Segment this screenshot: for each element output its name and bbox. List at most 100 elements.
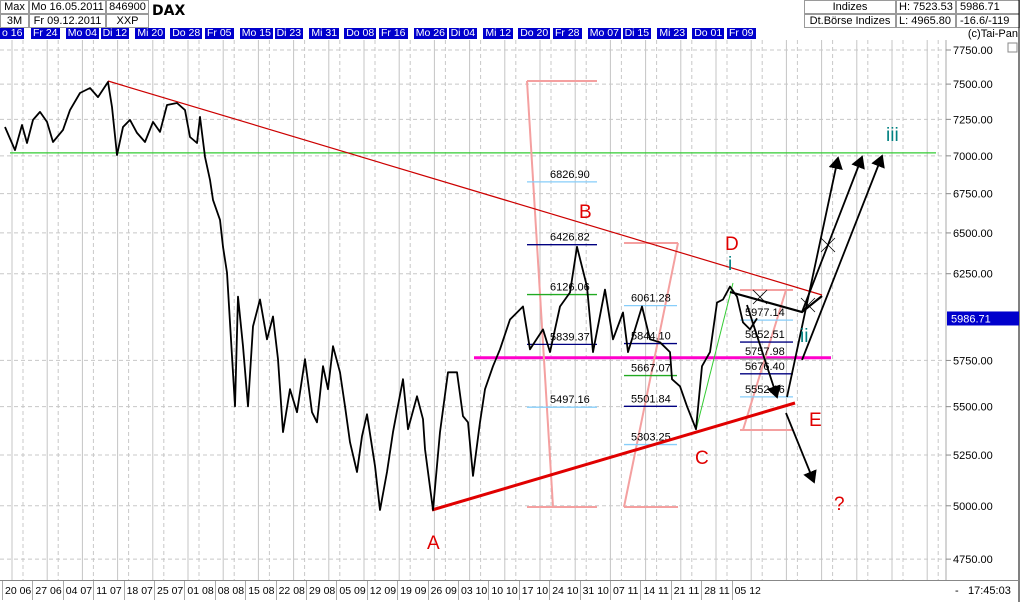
- axis-separator: [93, 581, 95, 600]
- top-date-label: Fr 05: [205, 27, 234, 39]
- top-date-label: Di 15: [622, 27, 652, 39]
- y-tick-label: 5500.00: [953, 402, 993, 414]
- top-date-label: Di 04: [448, 27, 478, 39]
- y-tick-label: 7500.00: [953, 79, 993, 91]
- fib-level-label: 5667.07: [631, 363, 671, 375]
- axis-separator: [275, 581, 277, 600]
- projection-arrow: [786, 156, 843, 398]
- y-tick-label: 5000.00: [953, 501, 993, 513]
- bottom-date-label: 28 11: [704, 585, 730, 597]
- current-price-label: 5986.71: [951, 313, 991, 325]
- bottom-date-label: 24 10: [552, 585, 579, 597]
- fib-level-label: 5501.84: [631, 393, 671, 405]
- axis-separator: [336, 581, 338, 600]
- top-date-label: Fr 09: [727, 27, 756, 39]
- category: Indizes: [804, 0, 896, 14]
- y-tick-label: 7750.00: [953, 45, 993, 57]
- axis-separator: [458, 581, 459, 600]
- fib-level-label: 5676.40: [745, 361, 785, 373]
- price-line: [4, 81, 758, 511]
- chart-title: DAX: [152, 3, 186, 19]
- exchange: XXP: [106, 14, 149, 28]
- bottom-date-label: 27 06: [35, 585, 62, 597]
- bottom-date-label: 03 10: [461, 585, 488, 597]
- bottom-date-label: 31 10: [582, 585, 609, 597]
- collapse-icon: [1007, 42, 1018, 53]
- fib-level-label: 5844.10: [631, 331, 671, 343]
- axis-separator: [549, 581, 551, 600]
- uptrend-line: [431, 401, 796, 512]
- axis-separator: [640, 581, 642, 600]
- top-date-label: Fr 24: [31, 27, 60, 39]
- bottom-date-label: 14 11: [643, 585, 669, 597]
- axis-separator: [123, 581, 125, 600]
- top-date-label: o 16: [0, 27, 25, 39]
- wkn: 846900: [106, 0, 149, 14]
- range-label[interactable]: Max: [0, 0, 29, 14]
- wave-label-B: B: [579, 202, 592, 223]
- period-label[interactable]: 3M: [0, 14, 29, 28]
- bottom-date-label: 05 12: [734, 585, 761, 597]
- bottom-date-label: 05 09: [339, 585, 366, 597]
- top-date-label: Do 08: [344, 27, 377, 39]
- axis-separator: [610, 581, 611, 600]
- axis-separator: [488, 581, 490, 600]
- axis-separator: [731, 581, 733, 600]
- footer-dash: -: [955, 585, 959, 597]
- fib-level-label: 5303.25: [631, 432, 671, 444]
- y-tick-label: 6500.00: [953, 228, 993, 240]
- projection-arrow: [785, 412, 817, 484]
- projection-arrow: [801, 155, 865, 313]
- fib-level-label: 6426.82: [550, 232, 590, 244]
- axis-separator: [306, 581, 307, 600]
- axis-separator: [579, 581, 581, 600]
- bottom-date-label: 22 08: [278, 585, 305, 597]
- bottom-date-label: 20 06: [5, 585, 32, 597]
- projection-arrow: [801, 154, 885, 361]
- bottom-date-label: 12 09: [369, 585, 397, 597]
- top-date-label: Mo 15: [239, 27, 273, 39]
- axis-separator: [518, 581, 520, 600]
- change-value: -16.6/-119: [956, 14, 1020, 28]
- top-date-label: Fr 16: [379, 27, 408, 39]
- y-tick-label: 6750.00: [953, 189, 993, 201]
- wave-label-ii: ii: [800, 326, 808, 347]
- downtrend-line: [107, 80, 823, 296]
- top-date-label: Mi 12: [483, 27, 514, 39]
- source: Dt.Börse Indizes: [804, 14, 896, 28]
- wave-i-line: [695, 282, 734, 431]
- axis-separator: [32, 581, 34, 600]
- bottom-date-label: 18 07: [126, 585, 153, 597]
- cross-mark-icon: [752, 289, 768, 305]
- copyright: (c)Tai-Pan: [967, 28, 1018, 40]
- bottom-date-label: 25 07: [157, 585, 184, 597]
- axis-separator: [427, 581, 429, 600]
- wave-label-C: C: [695, 448, 709, 469]
- axis-separator: [62, 581, 64, 600]
- y-tick-label: 6250.00: [953, 269, 993, 281]
- fib-level-label: 5839.37: [550, 331, 590, 343]
- top-date-label: Mo 07: [587, 27, 621, 39]
- start-date: Mo 16.05.2011: [29, 0, 106, 14]
- bottom-date-label: 01 08: [187, 585, 214, 597]
- bottom-date-label: 29 08: [309, 585, 336, 597]
- bottom-date-label: 04 07: [65, 585, 93, 597]
- fib-level-label: 6826.90: [550, 169, 590, 181]
- top-date-label: Do 28: [170, 27, 203, 39]
- wave-label-question: ?: [834, 494, 845, 515]
- bottom-date-label: 21 11: [673, 585, 700, 597]
- y-tick-label: 5250.00: [953, 450, 993, 462]
- low-value: L: 4965.80: [896, 14, 956, 28]
- top-date-label: Do 01: [692, 27, 725, 39]
- fib-level-label: 5852.51: [745, 329, 785, 341]
- wave-label-A: A: [427, 533, 440, 554]
- axis-separator: [670, 581, 672, 600]
- fib-level-label: 6061.28: [631, 293, 671, 305]
- axis-separator: [366, 581, 368, 600]
- y-tick-label: 4750.00: [953, 554, 993, 566]
- bottom-date-axis: [0, 580, 1020, 602]
- fib-level-label: 5757.98: [745, 346, 785, 358]
- y-tick-label: 7250.00: [953, 114, 993, 126]
- top-date-label: Mi 20: [135, 27, 166, 39]
